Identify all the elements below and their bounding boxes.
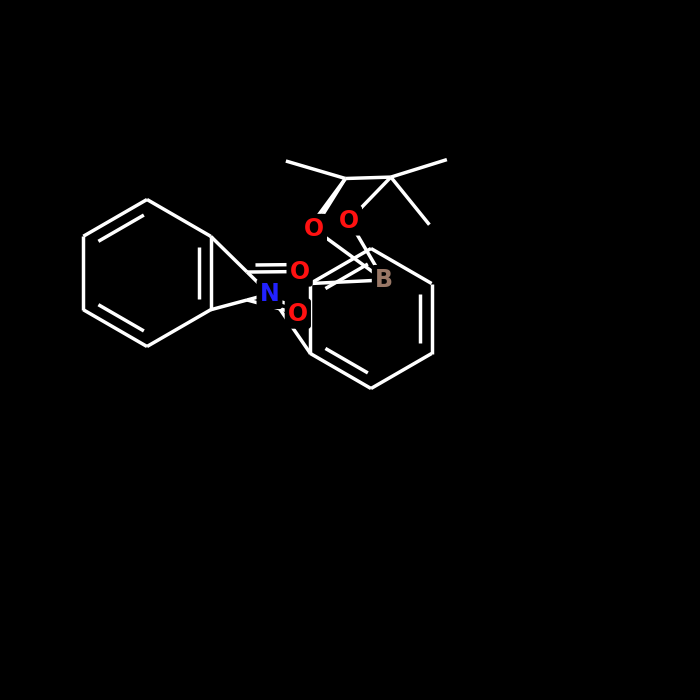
Text: O: O xyxy=(304,217,324,241)
Text: B: B xyxy=(375,268,393,292)
Text: O: O xyxy=(339,209,359,232)
Text: O: O xyxy=(290,260,309,284)
Text: N: N xyxy=(260,282,279,306)
Text: O: O xyxy=(288,302,308,326)
